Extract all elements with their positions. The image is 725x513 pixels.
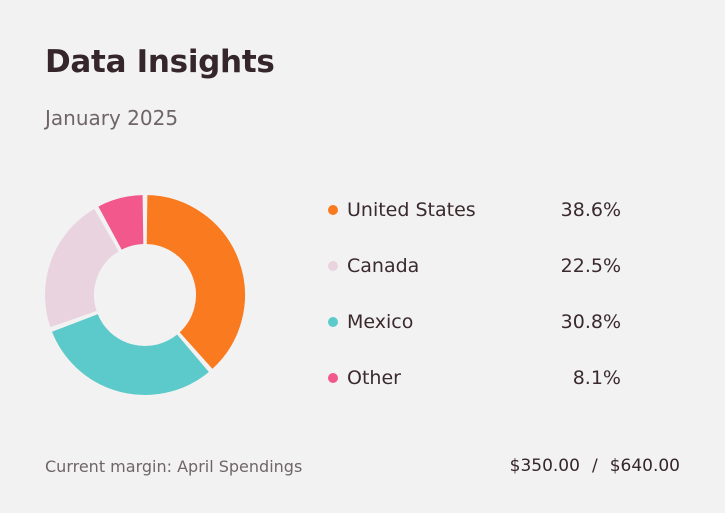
legend-dot-icon <box>328 261 338 271</box>
current-amount: $350.00 <box>509 456 580 476</box>
legend-dot-icon <box>328 205 338 215</box>
donut-slice-other <box>96 193 146 253</box>
date-subtitle: January 2025 <box>45 106 179 130</box>
legend-label: Other <box>347 367 401 389</box>
legend-label: United States <box>347 199 476 221</box>
donut-slice-united-states <box>144 193 247 372</box>
legend-label: Mexico <box>347 311 414 333</box>
amount-separator: / <box>591 456 598 476</box>
margin-label: Current margin: April Spendings <box>45 457 303 476</box>
margin-values: $350.00 / $640.00 <box>510 456 680 476</box>
legend-value: 8.1% <box>572 367 621 389</box>
legend-dot-icon <box>328 373 338 383</box>
legend-item: Mexico 30.8% <box>328 309 621 365</box>
legend-value: 22.5% <box>560 255 621 277</box>
donut-slice-mexico <box>49 311 212 397</box>
page-title: Data Insights <box>45 44 275 80</box>
legend-value: 30.8% <box>560 311 621 333</box>
donut-slice-canada <box>43 206 122 330</box>
legend-value: 38.6% <box>560 199 621 221</box>
legend-dot-icon <box>328 317 338 327</box>
legend-item: Canada 22.5% <box>328 253 621 309</box>
legend-item: United States 38.6% <box>328 197 621 253</box>
legend-label: Canada <box>347 255 420 277</box>
legend-item: Other 8.1% <box>328 365 621 421</box>
donut-chart <box>43 193 247 397</box>
chart-legend: United States 38.6% Canada 22.5% Mexico … <box>328 197 621 421</box>
total-amount: $640.00 <box>609 456 680 476</box>
